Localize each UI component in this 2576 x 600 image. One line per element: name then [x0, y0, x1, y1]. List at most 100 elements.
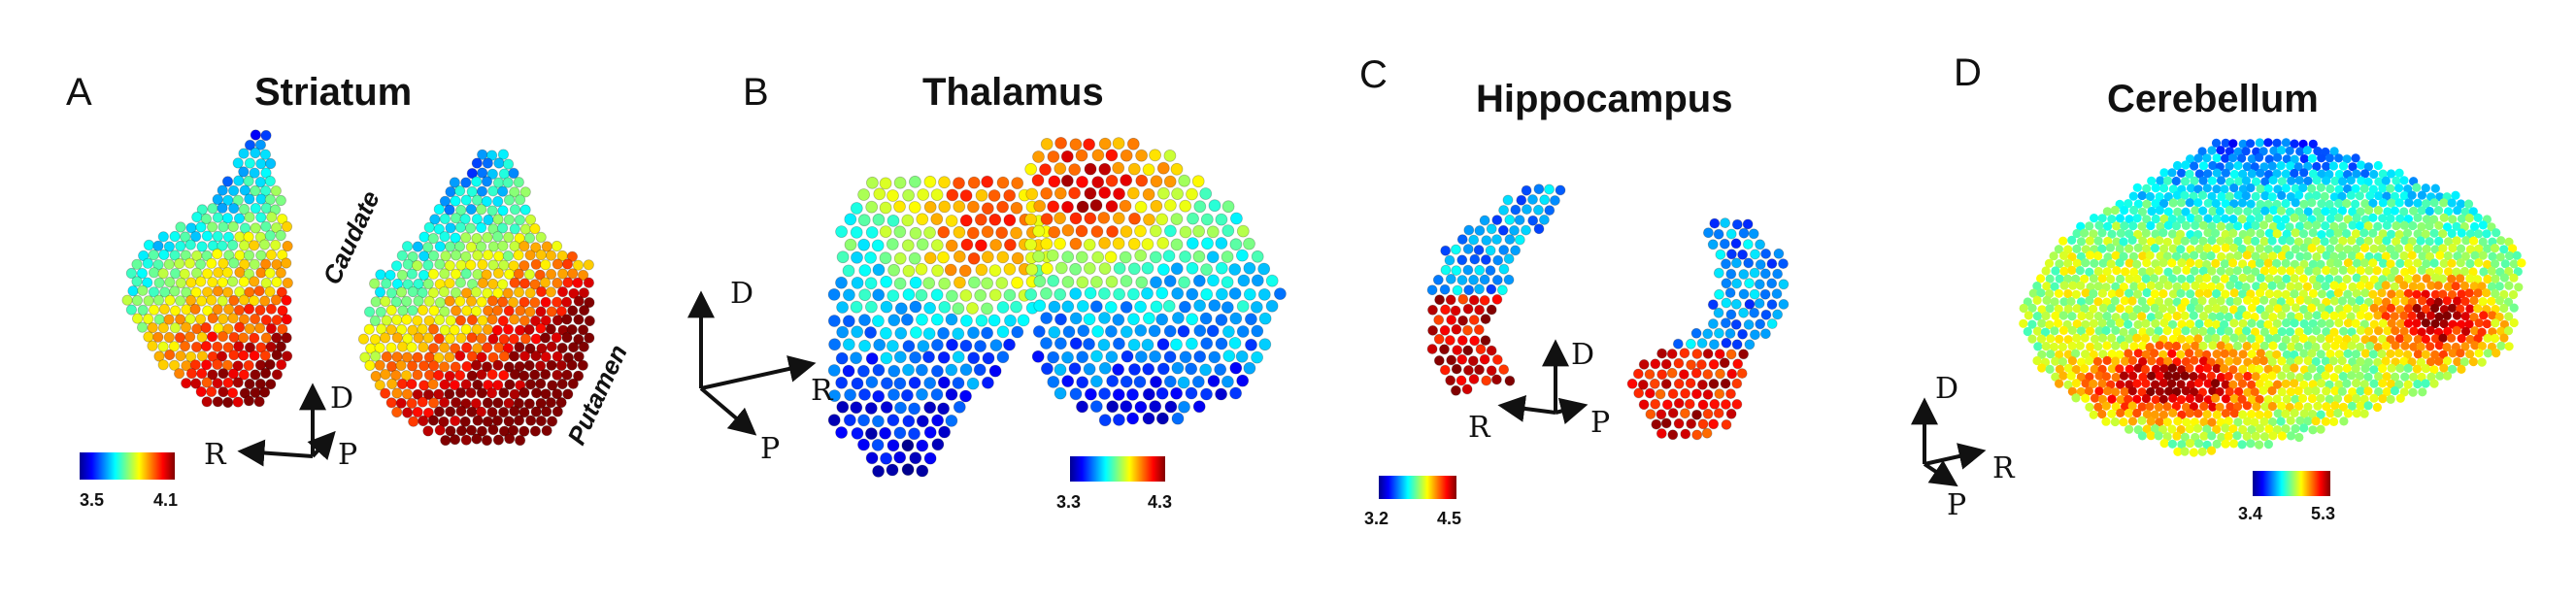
voxel — [552, 388, 563, 400]
voxel — [2387, 363, 2396, 373]
voxel — [2374, 191, 2384, 201]
voxel — [2121, 267, 2130, 277]
voxel — [909, 300, 922, 314]
voxel — [857, 438, 870, 451]
voxel — [250, 369, 261, 381]
voxel — [2259, 432, 2269, 442]
voxel — [851, 325, 864, 339]
voxel — [2302, 251, 2312, 261]
voxel — [2439, 213, 2449, 222]
voxel — [2228, 424, 2238, 434]
voxel — [1193, 200, 1207, 214]
voxel — [2080, 333, 2090, 343]
voxel — [1452, 345, 1463, 356]
voxel — [2435, 371, 2445, 381]
voxel — [2460, 296, 2470, 306]
voxel — [2347, 371, 2357, 381]
voxel — [232, 360, 244, 372]
voxel — [1724, 287, 1736, 299]
voxel — [2127, 355, 2137, 365]
voxel — [189, 303, 201, 315]
voxel — [2182, 265, 2191, 275]
voxel — [2124, 199, 2133, 209]
voxel — [459, 416, 471, 427]
voxel — [1445, 375, 1456, 386]
voxel — [901, 388, 914, 402]
voxel — [508, 350, 520, 362]
voxel — [1157, 186, 1170, 200]
voxel — [879, 225, 892, 239]
voxel — [2228, 228, 2238, 238]
voxel — [514, 341, 525, 353]
voxel — [519, 407, 530, 418]
voxel — [152, 331, 164, 343]
voxel — [2077, 311, 2087, 321]
voxel — [401, 295, 413, 307]
voxel — [1766, 318, 1778, 329]
voxel — [2329, 373, 2339, 383]
voxel — [1097, 338, 1111, 351]
voxel — [2163, 356, 2173, 366]
voxel — [2444, 237, 2454, 247]
voxel — [1186, 261, 1199, 275]
voxel — [1150, 199, 1163, 213]
voxel — [2042, 295, 2052, 305]
voxel — [201, 230, 213, 242]
voxel — [2417, 221, 2426, 232]
voxel — [2037, 350, 2047, 359]
voxel — [259, 185, 272, 197]
voxel — [2307, 364, 2317, 374]
voxel — [2163, 281, 2173, 290]
voxel — [1686, 338, 1696, 350]
voxel — [2333, 408, 2343, 418]
voxel — [2282, 350, 2292, 359]
voxel — [168, 341, 180, 352]
voxel — [2246, 439, 2256, 449]
voxel — [418, 380, 430, 391]
voxel — [2059, 266, 2069, 276]
voxel — [2369, 244, 2379, 253]
voxel — [529, 223, 541, 235]
voxel — [1744, 278, 1755, 289]
voxel — [2154, 311, 2164, 320]
voxel — [2054, 304, 2063, 314]
voxel — [2177, 410, 2187, 419]
voxel — [2258, 385, 2268, 395]
voxel — [482, 287, 493, 299]
voxel — [2325, 153, 2334, 163]
voxel — [2277, 327, 2287, 337]
voxel — [2290, 318, 2299, 328]
voxel — [1673, 417, 1685, 429]
voxel — [2101, 417, 2111, 426]
voxel — [989, 238, 1002, 251]
voxel — [2146, 237, 2157, 247]
voxel — [1208, 299, 1221, 313]
voxel — [2154, 431, 2163, 441]
voxel — [2392, 176, 2401, 185]
voxel — [1463, 364, 1474, 376]
voxel — [270, 239, 282, 250]
voxel — [2154, 266, 2163, 276]
voxel — [2167, 439, 2177, 449]
voxel — [497, 149, 510, 160]
voxel — [931, 438, 945, 451]
voxel — [1105, 200, 1119, 213]
voxel — [427, 397, 440, 409]
voxel — [2158, 304, 2168, 314]
voxel — [2469, 221, 2480, 232]
voxel — [2313, 401, 2323, 411]
voxel — [427, 343, 440, 354]
voxel — [1003, 338, 1016, 351]
voxel — [2303, 220, 2313, 230]
voxel — [497, 315, 509, 327]
voxel — [175, 277, 186, 288]
voxel — [2256, 288, 2265, 298]
voxel — [2172, 160, 2183, 171]
voxel — [555, 359, 567, 371]
voxel — [2076, 221, 2086, 231]
voxel — [170, 268, 182, 280]
voxel — [2215, 206, 2225, 217]
voxel — [1024, 213, 1037, 226]
voxel — [1479, 353, 1490, 365]
axis-r-label: R — [811, 374, 834, 408]
